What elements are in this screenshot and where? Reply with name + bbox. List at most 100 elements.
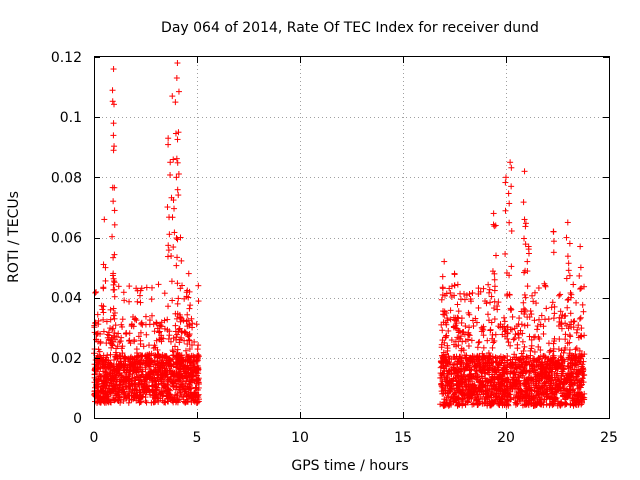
data-point — [110, 120, 117, 127]
data-point — [99, 306, 106, 313]
data-point — [100, 383, 107, 390]
data-point — [175, 356, 182, 363]
data-point — [510, 336, 517, 343]
data-point — [173, 398, 180, 405]
data-point — [571, 318, 578, 325]
data-point — [165, 247, 172, 254]
data-point — [521, 343, 528, 350]
data-point — [169, 93, 176, 100]
data-point — [96, 348, 103, 355]
data-point — [148, 296, 155, 303]
data-point — [167, 171, 174, 178]
data-point — [151, 357, 158, 364]
data-point — [521, 291, 528, 298]
data-point — [175, 376, 182, 383]
data-point — [179, 357, 186, 364]
data-point — [527, 308, 534, 315]
data-point — [502, 179, 509, 186]
data-point — [164, 316, 171, 323]
data-point — [579, 301, 586, 308]
data-point — [172, 322, 179, 329]
data-point — [501, 318, 508, 325]
data-point — [126, 378, 133, 385]
data-point — [180, 375, 187, 382]
data-point — [143, 284, 150, 291]
data-point — [572, 346, 579, 353]
data-point — [149, 284, 156, 291]
data-point — [509, 313, 516, 320]
data-point — [487, 299, 494, 306]
data-point — [545, 316, 552, 323]
data-point — [156, 328, 163, 335]
data-point — [138, 285, 145, 292]
data-point — [107, 351, 114, 358]
data-point — [161, 325, 168, 332]
data-point — [556, 292, 563, 299]
data-point — [130, 313, 137, 320]
data-point — [173, 75, 180, 82]
data-point — [109, 98, 116, 105]
data-point — [110, 66, 117, 73]
data-point — [522, 223, 529, 230]
data-point — [102, 277, 109, 284]
data-point — [120, 289, 127, 296]
x-axis-label: GPS time / hours — [291, 458, 408, 474]
data-point — [110, 312, 117, 319]
data-point — [140, 343, 147, 350]
data-point — [169, 347, 176, 354]
y-tick-label: 0 — [73, 411, 82, 427]
data-point — [161, 290, 168, 297]
y-tick-label: 0.1 — [60, 110, 82, 126]
data-point — [117, 399, 124, 406]
data-point — [573, 299, 580, 306]
data-point — [110, 305, 117, 312]
data-point — [164, 204, 171, 211]
data-point — [126, 337, 133, 344]
data-point — [154, 325, 161, 332]
data-point — [520, 199, 527, 206]
data-point — [165, 135, 172, 142]
data-point — [176, 377, 183, 384]
data-point — [112, 381, 119, 388]
data-point — [489, 268, 496, 275]
data-point — [111, 251, 118, 258]
data-point — [143, 331, 150, 338]
data-point — [191, 354, 198, 361]
data-point — [182, 399, 189, 406]
data-point — [195, 298, 202, 305]
data-point — [195, 282, 202, 289]
data-point — [462, 323, 469, 330]
data-point — [183, 318, 190, 325]
data-point — [178, 360, 185, 367]
data-point — [505, 190, 512, 197]
data-point — [543, 305, 550, 312]
data-point — [165, 141, 172, 148]
data-point — [100, 328, 107, 335]
data-point — [178, 257, 185, 264]
y-axis-label: ROTI / TECUs — [6, 191, 22, 283]
data-point — [174, 280, 181, 287]
data-point — [142, 321, 149, 328]
data-point — [92, 289, 99, 296]
data-point — [138, 357, 145, 364]
data-point — [120, 397, 127, 404]
data-point — [174, 136, 181, 143]
data-point — [484, 311, 491, 318]
data-point — [186, 305, 193, 312]
data-point — [480, 285, 487, 292]
data-point — [107, 337, 114, 344]
data-point — [116, 394, 123, 401]
data-point — [175, 295, 182, 302]
data-point — [137, 299, 144, 306]
data-point — [194, 398, 201, 405]
data-point — [151, 328, 158, 335]
data-point — [110, 198, 117, 205]
data-point — [502, 250, 509, 257]
data-point — [138, 320, 145, 327]
data-point — [99, 377, 106, 384]
data-point — [535, 285, 542, 292]
data-point — [160, 335, 167, 342]
data-point — [550, 228, 557, 235]
data-point — [155, 281, 162, 288]
data-point — [126, 283, 133, 290]
